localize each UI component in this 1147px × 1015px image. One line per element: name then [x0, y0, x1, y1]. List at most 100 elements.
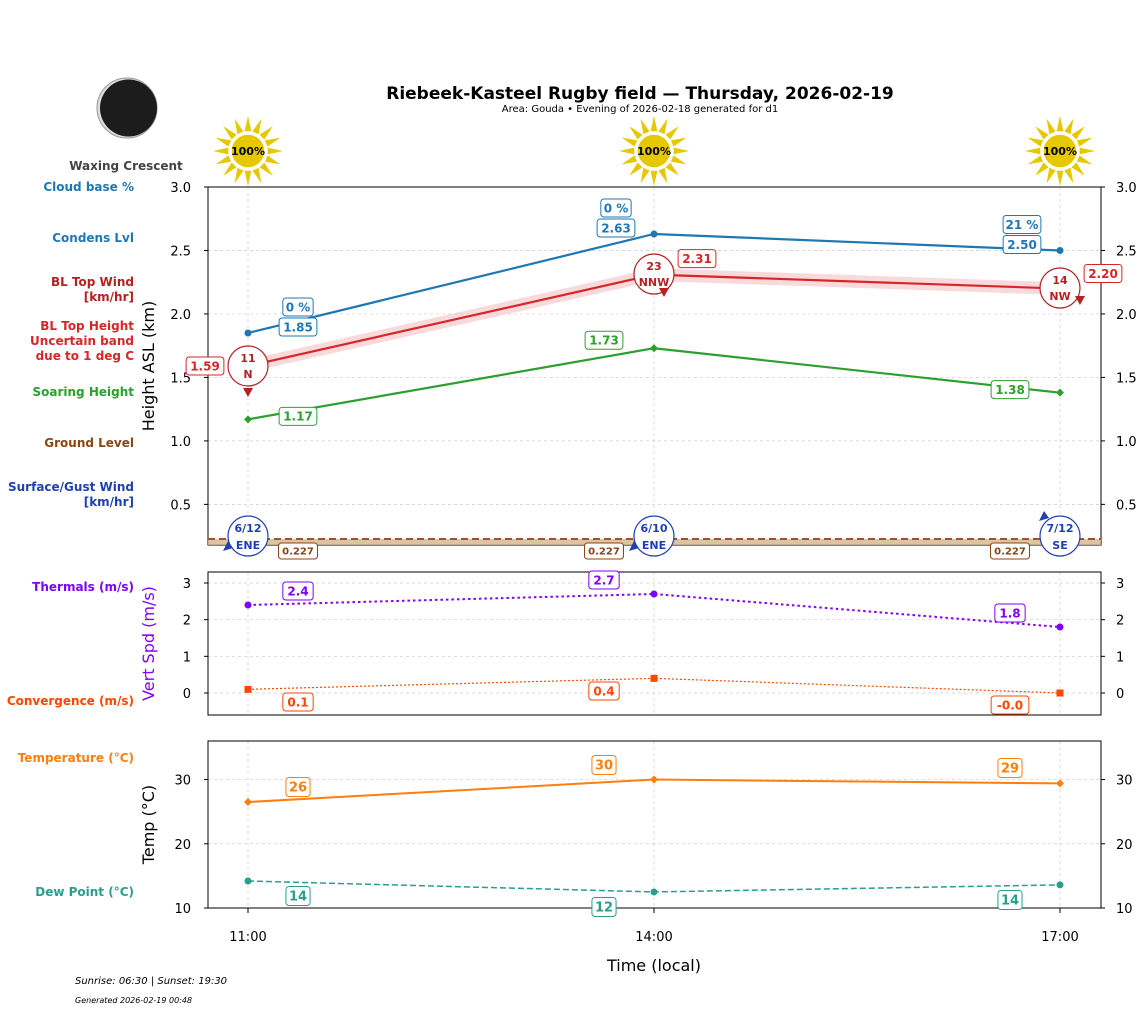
y-axis-label: Height ASL (km) — [139, 301, 158, 431]
thermals-label: 1.8 — [999, 606, 1020, 620]
x-axis-label: Time (local) — [606, 956, 701, 975]
cloud-base-label-box — [1002, 214, 1042, 234]
surface-wind-direction: ENE — [236, 539, 260, 552]
convergence-label-box — [990, 695, 1030, 715]
y-tick-label: 2 — [183, 614, 191, 629]
sun-icon — [213, 116, 283, 186]
dew-point-label: 14 — [289, 890, 307, 905]
bl-wind-arrow-icon — [659, 288, 669, 297]
y-tick-label-right: 2.5 — [1116, 244, 1137, 259]
cloud-base-label-box — [282, 297, 314, 317]
temperature-label-box — [285, 777, 311, 797]
bl-top-label: 2.20 — [1088, 267, 1118, 281]
soaring-point — [244, 415, 252, 424]
legend-label-bl-height: due to 1 deg C — [36, 349, 135, 363]
dew_point-point — [244, 877, 252, 885]
soaring-label: 1.38 — [995, 383, 1025, 397]
bl-wind-speed: 14 — [1052, 274, 1068, 287]
convergence-point — [244, 685, 252, 693]
y-tick-label-right: 10 — [1116, 902, 1133, 917]
temperature-label: 29 — [1001, 762, 1019, 777]
cloud-base-label: 0 % — [604, 201, 629, 215]
bl-top-label: 1.59 — [190, 359, 220, 373]
bl-wind-barb-icon — [1039, 267, 1081, 309]
cloud-base-label-box — [600, 198, 632, 218]
sun-icon — [1025, 116, 1095, 186]
legend-label-thermals: Thermals (m/s) — [32, 580, 134, 594]
legend-label-bl-height: Uncertain band — [30, 334, 134, 348]
bl-top-label-box — [185, 356, 225, 376]
surface-wind-barb-icon — [633, 515, 675, 557]
sun-percent: 100% — [1043, 145, 1077, 158]
surface-wind-arrow-icon — [629, 541, 639, 551]
y-tick-label: 3 — [183, 577, 191, 592]
ground-level-label: 0.227 — [282, 547, 314, 558]
x-tick-label: 11:00 — [229, 930, 266, 945]
thermals-label: 2.7 — [593, 573, 614, 587]
y-tick-label: 2.0 — [170, 308, 191, 323]
bl-wind-speed: 23 — [646, 260, 661, 273]
y-tick-label-right: 30 — [1116, 774, 1133, 789]
y-tick-label: 20 — [174, 838, 191, 853]
soaring-label: 1.73 — [589, 334, 619, 348]
bl-top-label-box — [1083, 264, 1123, 284]
y-axis-label: Temp (°C) — [139, 785, 158, 865]
bl-wind-direction: NW — [1049, 290, 1070, 303]
cloud-base-label: 0 % — [286, 300, 311, 314]
surface-wind-barb-icon — [1039, 515, 1081, 557]
dew-point-label-box — [997, 890, 1023, 910]
soaring-label-box — [278, 406, 318, 426]
y-tick-label: 1.5 — [170, 371, 191, 386]
convergence-label: -0.0 — [997, 698, 1023, 712]
y-tick-label: 1 — [183, 650, 191, 665]
dew-point-label-box — [285, 886, 311, 906]
soaring-point — [1056, 388, 1064, 397]
thermals-point — [650, 590, 658, 598]
surface-wind-arrow-icon — [223, 541, 233, 551]
condens-label: 1.85 — [283, 320, 313, 334]
cloud-base-label: 21 % — [1006, 218, 1039, 232]
surface-wind-direction: ENE — [642, 539, 666, 552]
dew_point-point — [1056, 881, 1064, 889]
temperature-point — [1056, 779, 1064, 788]
ground-level-label-box — [278, 542, 318, 560]
surface-wind-direction: SE — [1052, 539, 1067, 552]
bl-wind-arrow-icon — [243, 388, 253, 397]
y-tick-label: 10 — [174, 902, 191, 917]
dew-point-label: 14 — [1001, 894, 1019, 909]
y-tick-label-right: 0 — [1116, 687, 1124, 702]
condens-label: 2.50 — [1007, 238, 1037, 252]
bl-wind-arrow-icon — [1075, 296, 1085, 305]
ground-level-label-box — [990, 542, 1030, 560]
legend-label-bl-wind: BL Top Wind — [51, 275, 134, 289]
thermals-label: 2.4 — [287, 584, 308, 598]
surface-wind-speed: 6/12 — [235, 522, 262, 535]
sun-icon — [619, 116, 689, 186]
condens-point — [244, 329, 252, 337]
convergence-label: 0.1 — [287, 695, 308, 709]
bl-wind-barb-icon — [633, 253, 675, 295]
x-tick-label: 17:00 — [1041, 930, 1078, 945]
surface-wind-barb-icon — [227, 515, 269, 557]
thermals-label-box — [588, 570, 620, 590]
legend-label-temperature: Temperature (°C) — [18, 751, 134, 765]
chart-title: Riebeek-Kasteel Rugby field — Thursday, … — [386, 84, 894, 104]
y-tick-label-right: 0.5 — [1116, 498, 1137, 513]
surface-wind-speed: 7/12 — [1047, 522, 1074, 535]
temperature-label-box — [997, 758, 1023, 778]
thermals-label-box — [282, 581, 314, 601]
legend-label-surface-wind: Surface/Gust Wind — [8, 480, 134, 494]
moon-icon — [96, 77, 158, 139]
y-axis-label: Vert Spd (m/s) — [139, 586, 158, 701]
dew-point-label-box — [591, 897, 617, 917]
ground-level-label: 0.227 — [994, 547, 1026, 558]
legend-label-bl-wind: [km/hr] — [84, 290, 134, 304]
temperature-label: 26 — [289, 781, 307, 796]
y-tick-label: 2.5 — [170, 244, 191, 259]
y-tick-label-right: 20 — [1116, 838, 1133, 853]
y-tick-label-right: 3 — [1116, 577, 1124, 592]
y-tick-label-right: 1 — [1116, 650, 1124, 665]
bl-wind-direction: NNW — [639, 276, 670, 289]
y-tick-label: 0 — [183, 687, 191, 702]
soaring-line — [247, 347, 1061, 421]
